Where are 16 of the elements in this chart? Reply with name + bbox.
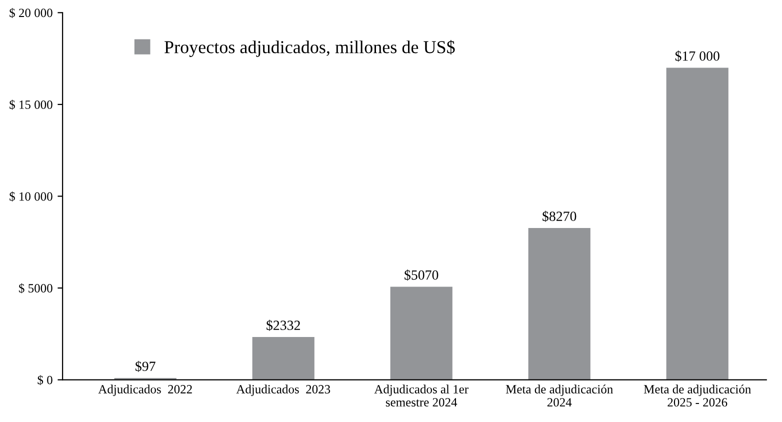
y-tick-label: $ 20 000 — [10, 8, 52, 18]
data-label: $97 — [136, 360, 156, 372]
data-label: $5070 — [404, 270, 438, 281]
x-tick-label: Adjudicados al 1er semestre 2024 — [374, 384, 468, 407]
x-tick-label: Meta de adjudicación 2025 - 2026 — [644, 384, 751, 407]
y-tick-label: $ 5000 — [19, 283, 52, 294]
y-tick-label: $ 0 — [38, 375, 52, 386]
y-tick-label: $ 15 000 — [10, 100, 52, 110]
x-tick-label: Meta de adjudicación 2024 — [506, 384, 613, 407]
data-label: $8270 — [542, 210, 576, 222]
legend-label: Proyectos adjudicados, millones de US$ — [164, 40, 455, 57]
x-tick-label: Adjudicados 2022 — [98, 384, 192, 396]
y-tick-label: $ 10 000 — [10, 192, 52, 202]
data-label: $2332 — [266, 320, 300, 331]
data-label: $17 000 — [675, 50, 720, 62]
x-tick-label: Adjudicados 2023 — [236, 384, 330, 396]
